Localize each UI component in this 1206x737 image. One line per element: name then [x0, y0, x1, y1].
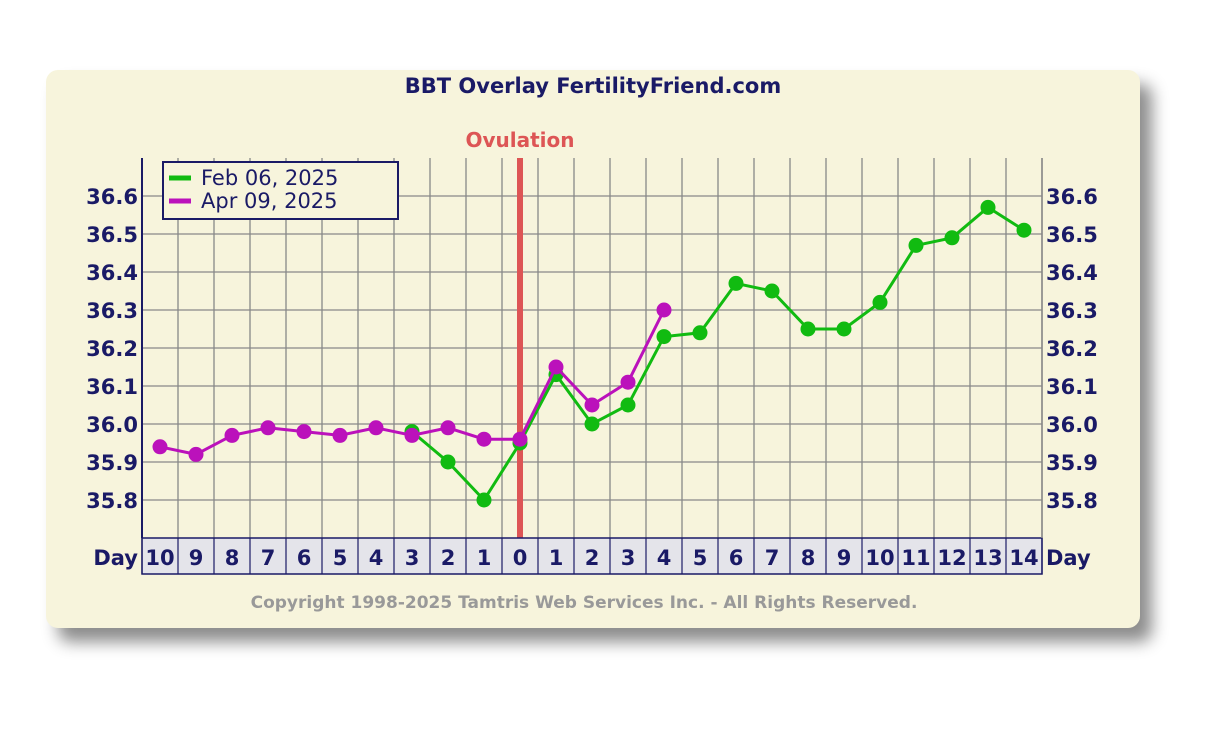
data-point: [836, 321, 852, 337]
x-tick-label: 0: [513, 546, 528, 570]
ovulation-marker: Ovulation: [465, 128, 575, 538]
x-tick-label: 1: [549, 546, 564, 570]
legend-label: Feb 06, 2025: [201, 166, 338, 190]
x-tick-label: 5: [333, 546, 348, 570]
series-layer: [152, 199, 1032, 508]
x-tick-label: 3: [621, 546, 636, 570]
x-tick-label: 5: [693, 546, 708, 570]
x-tick-label: 12: [937, 546, 966, 570]
x-tick-label: 14: [1009, 546, 1038, 570]
y-tick-label-left: 36.1: [86, 375, 138, 399]
x-tick-label: 8: [801, 546, 816, 570]
x-tick-label: 10: [865, 546, 894, 570]
x-tick-label: 3: [405, 546, 420, 570]
data-point: [476, 431, 492, 447]
data-point: [548, 359, 564, 375]
copyright-text: Copyright 1998-2025 Tamtris Web Services…: [251, 593, 918, 613]
y-tick-label-left: 36.4: [86, 261, 138, 285]
data-point: [584, 416, 600, 432]
data-point: [620, 374, 636, 390]
ovulation-label: Ovulation: [465, 128, 574, 152]
data-point: [440, 420, 456, 436]
x-axis-label-right: Day: [1046, 546, 1091, 570]
data-point: [692, 325, 708, 341]
data-point: [800, 321, 816, 337]
x-tick-label: 11: [901, 546, 930, 570]
data-point: [1016, 222, 1032, 238]
data-point: [944, 230, 960, 246]
x-tick-label: 4: [657, 546, 672, 570]
y-tick-label-left: 36.2: [86, 337, 138, 361]
y-tick-label-left: 36.3: [86, 299, 138, 323]
x-tick-label: 6: [297, 546, 312, 570]
y-tick-label-left: 36.0: [86, 413, 138, 437]
data-point: [908, 237, 924, 253]
data-point: [728, 275, 744, 291]
legend-box: [162, 161, 399, 220]
y-tick-label-right: 36.2: [1046, 337, 1098, 361]
x-tick-label: 13: [973, 546, 1002, 570]
series-1: [404, 199, 1032, 508]
y-tick-label-left: 35.8: [86, 489, 138, 513]
data-point: [440, 454, 456, 470]
bbt-overlay-chart: BBT Overlay FertilityFriend.com Ovulatio…: [86, 74, 1098, 613]
y-tick-label-left: 36.6: [86, 185, 138, 209]
data-point: [620, 397, 636, 413]
y-tick-label-right: 36.3: [1046, 299, 1098, 323]
data-point: [980, 199, 996, 215]
data-point: [188, 446, 204, 462]
x-tick-label: 1: [477, 546, 492, 570]
x-tick-label: 8: [225, 546, 240, 570]
x-axis-label-left: Day: [93, 546, 138, 570]
data-point: [512, 431, 528, 447]
x-tick-label: 10: [145, 546, 174, 570]
y-tick-label-right: 36.1: [1046, 375, 1098, 399]
x-tick-label: 4: [369, 546, 384, 570]
data-point: [368, 420, 384, 436]
data-point: [152, 439, 168, 455]
data-point: [872, 294, 888, 310]
data-point: [584, 397, 600, 413]
y-tick-label-right: 36.4: [1046, 261, 1098, 285]
y-tick-label-right: 35.9: [1046, 451, 1098, 475]
y-tick-label-right: 36.5: [1046, 223, 1098, 247]
series-2: [152, 302, 672, 462]
data-point: [656, 302, 672, 318]
grid: [141, 158, 1043, 538]
data-point: [260, 420, 276, 436]
axes: 35.8 35.8 35.9 35.9 36.0 36.0 36.1 36.1 36.2 36.2…: [86, 158, 1098, 575]
data-point: [404, 427, 420, 443]
y-tick-label-left: 35.9: [86, 451, 138, 475]
y-tick-label-left: 36.5: [86, 223, 138, 247]
x-tick-label: 6: [729, 546, 744, 570]
data-point: [476, 492, 492, 508]
data-point: [656, 329, 672, 345]
chart-title: BBT Overlay FertilityFriend.com: [405, 74, 781, 98]
x-tick-label: 9: [837, 546, 852, 570]
x-tick-label: 7: [261, 546, 276, 570]
y-tick-label-right: 36.0: [1046, 413, 1098, 437]
data-point: [764, 283, 780, 299]
y-tick-label-right: 35.8: [1046, 489, 1098, 513]
data-point: [332, 427, 348, 443]
data-point: [224, 427, 240, 443]
legend-label: Apr 09, 2025: [201, 189, 338, 213]
x-tick-label: 2: [441, 546, 456, 570]
x-tick-label: 2: [585, 546, 600, 570]
day-strip: [141, 537, 1043, 575]
x-tick-label: 7: [765, 546, 780, 570]
data-point: [296, 424, 312, 440]
y-tick-label-right: 36.6: [1046, 185, 1098, 209]
x-tick-label: 9: [189, 546, 204, 570]
bbt-chart-card: BBT Overlay FertilityFriend.com Ovulatio…: [46, 70, 1140, 628]
